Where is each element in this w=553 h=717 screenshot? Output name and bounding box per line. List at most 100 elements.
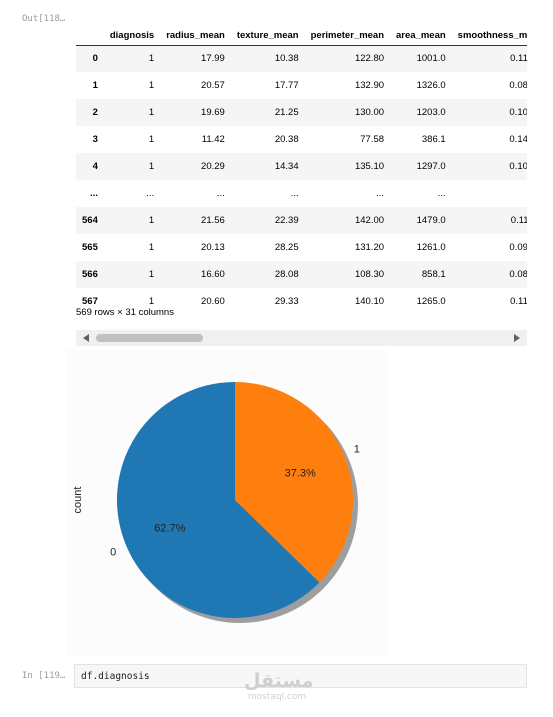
table-cell: 10.38 <box>274 53 299 65</box>
table-cell: 29.33 <box>274 296 299 307</box>
table-cell: ... <box>437 188 446 199</box>
pie-slice-percent-label: 37.3% <box>285 468 316 480</box>
table-cell: 0.11840 <box>510 53 527 65</box>
output-prompt: Out[118… <box>22 14 66 24</box>
table-cell: 0.09780 <box>509 242 527 253</box>
table-cell: 122.80 <box>354 53 385 65</box>
dataframe-table: diagnosis radius_mean texture_mean perim… <box>76 12 527 312</box>
table-cell: ... <box>290 188 299 199</box>
row-index-cell: ... <box>89 188 98 199</box>
table-row: 567 1 20.60 29.33 140.10 1265.0 0.11780 <box>76 288 527 312</box>
row-index-cell: 564 <box>82 215 98 226</box>
pie-slice-0 <box>116 382 320 618</box>
horizontal-scrollbar[interactable] <box>76 330 527 346</box>
table-cell: 858.1 <box>421 269 446 280</box>
table-cell: 142.00 <box>354 215 385 226</box>
table-row: 1 1 20.57 17.77 132.90 1326.0 0.08474 <box>76 72 527 99</box>
code-input-cell[interactable]: df.diagnosis <box>74 664 527 688</box>
table-cell: 19.69 <box>201 107 225 118</box>
column-header-smoothness-mean: smoothness_mean <box>451 12 527 46</box>
table-cell: 14.34 <box>274 161 299 172</box>
pie-chart: 62.7% 0 37.3% 1 count <box>72 382 360 623</box>
table-cell: ... <box>216 188 225 199</box>
table-cell: 22.39 <box>274 215 299 226</box>
table-cell: 77.58 <box>360 134 385 145</box>
row-index-cell: 1 <box>92 80 98 91</box>
row-index-cell: 567 <box>82 296 98 307</box>
table-cell: 1001.0 <box>416 53 446 65</box>
table-cell: 1203.0 <box>416 107 446 118</box>
input-prompt: In [119… <box>22 671 66 681</box>
table-cell: 1 <box>148 215 155 226</box>
scroll-right-arrow-icon[interactable] <box>514 334 520 342</box>
table-row: ..................... <box>76 180 527 207</box>
table-cell: 130.00 <box>354 107 385 118</box>
table-cell: 0.14250 <box>509 134 527 145</box>
table-row: 2 1 19.69 21.25 130.00 1203.0 0.10960 <box>76 99 527 126</box>
table-cell: 11.42 <box>201 134 225 145</box>
table-cell: 20.57 <box>201 80 225 91</box>
table-cell: 1297.0 <box>416 161 446 172</box>
table-cell: 1326.0 <box>416 80 446 91</box>
table-cell: 1 <box>148 134 155 145</box>
scrollbar-thumb[interactable] <box>96 334 203 342</box>
table-cell: 1 <box>148 80 155 91</box>
column-header-diagnosis: diagnosis <box>103 12 161 46</box>
table-cell: 21.25 <box>274 107 299 118</box>
row-index-cell: 566 <box>82 269 98 280</box>
column-header-radius-mean: radius_mean <box>160 12 231 46</box>
column-header-area-mean: area_mean <box>390 12 452 46</box>
table-cell: 1 <box>148 53 155 65</box>
table-cell: 1 <box>148 296 155 307</box>
column-header-perimeter-mean: perimeter_mean <box>304 12 391 46</box>
pie-y-axis-label: count <box>72 487 84 514</box>
row-index-cell: 0 <box>92 53 98 65</box>
table-cell: 0.10030 <box>509 161 527 172</box>
table-cell: 1261.0 <box>416 242 446 253</box>
table-cell: 386.1 <box>421 134 446 145</box>
table-cell: 16.60 <box>201 269 225 280</box>
table-cell: 0.10960 <box>509 107 527 118</box>
pie-slice-percent-label: 62.7% <box>154 523 185 535</box>
table-cell: 1 <box>148 269 155 280</box>
table-cell: 1 <box>148 242 155 253</box>
pie-slice-category-label: 0 <box>110 546 116 558</box>
code-text[interactable]: df.diagnosis <box>81 671 150 682</box>
dataframe-shape-text: 569 rows × 31 columns <box>76 307 174 318</box>
table-cell: 0.11100 <box>510 215 527 226</box>
table-cell: 0.11780 <box>510 296 527 307</box>
table-row: 565 1 20.13 28.25 131.20 1261.0 0.09780 <box>76 234 527 261</box>
table-cell: 132.90 <box>354 80 385 91</box>
dataframe-output: diagnosis radius_mean texture_mean perim… <box>76 12 527 312</box>
table-row: 564 1 21.56 22.39 142.00 1479.0 0.11100 <box>76 207 527 234</box>
scroll-left-arrow-icon[interactable] <box>83 334 89 342</box>
table-cell: 28.25 <box>274 242 299 253</box>
table-cell: 20.38 <box>274 134 299 145</box>
table-cell: 17.77 <box>274 80 299 91</box>
row-index-cell: 3 <box>92 134 98 145</box>
table-cell: ... <box>376 188 385 199</box>
table-cell: 21.56 <box>201 215 225 226</box>
table-cell: 135.10 <box>354 161 385 172</box>
table-cell: 17.99 <box>201 53 225 65</box>
table-cell: 1479.0 <box>416 215 446 226</box>
table-cell: 131.20 <box>354 242 385 253</box>
column-header-texture-mean: texture_mean <box>230 12 305 46</box>
table-cell: ... <box>146 188 155 199</box>
table-row: 566 1 16.60 28.08 108.30 858.1 0.08455 <box>76 261 527 288</box>
table-cell: 0.08455 <box>509 269 527 280</box>
mostaql-watermark-logo: مستقل mostaql.com <box>244 670 314 702</box>
table-cell: 0.08474 <box>509 80 527 91</box>
table-cell: 1265.0 <box>416 296 446 307</box>
table-cell: 140.10 <box>354 296 385 307</box>
table-header-row: diagnosis radius_mean texture_mean perim… <box>76 12 527 46</box>
column-header-index <box>76 12 104 46</box>
table-cell: 1 <box>148 107 155 118</box>
table-cell: 28.08 <box>274 269 299 280</box>
pie-chart-figure: 62.7% 0 37.3% 1 count <box>66 350 387 656</box>
table-cell: 20.60 <box>201 296 225 307</box>
table-row: 4 1 20.29 14.34 135.10 1297.0 0.10030 <box>76 153 527 180</box>
table-cell: ... <box>452 180 527 207</box>
table-cell: 108.30 <box>354 269 385 280</box>
table-cell: 1 <box>148 161 155 172</box>
